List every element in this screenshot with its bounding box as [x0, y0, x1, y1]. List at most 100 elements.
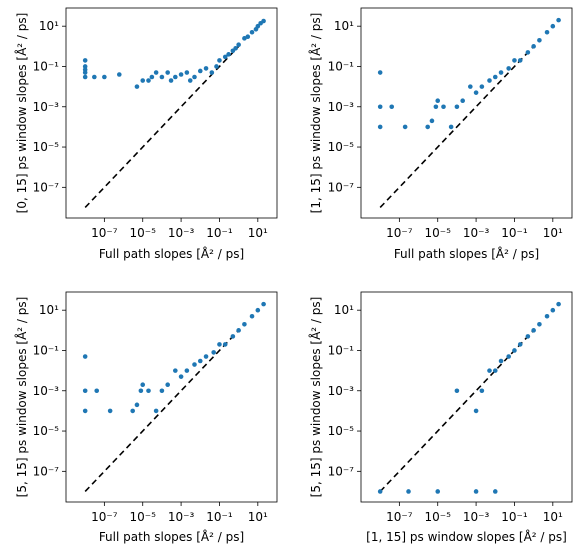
data-point	[255, 23, 261, 29]
data-point	[473, 489, 479, 494]
data-point	[82, 58, 88, 63]
reference-line	[379, 329, 535, 493]
data-point	[468, 84, 473, 89]
data-point	[261, 18, 266, 24]
data-point	[249, 313, 255, 319]
x-tick-label: 10⁻³	[463, 510, 490, 524]
data-point	[102, 74, 107, 80]
data-point	[165, 382, 170, 387]
axes-frame	[65, 7, 278, 219]
data-point	[226, 52, 231, 57]
data-point	[217, 342, 222, 347]
y-tick-label: 10⁻¹	[328, 343, 355, 357]
data-point	[249, 29, 255, 35]
data-point	[525, 50, 531, 55]
data-point	[203, 66, 209, 71]
data-point	[429, 118, 435, 124]
data-point	[544, 313, 550, 319]
y-tick-label: 10⁻¹	[33, 343, 60, 357]
data-point	[236, 42, 241, 48]
reference-line	[379, 45, 535, 209]
data-point	[82, 388, 88, 394]
x-tick-label: 10⁻⁵	[425, 510, 452, 524]
y-axis-label: [1, 15] ps window slopes [Å² / ps]	[308, 13, 323, 214]
data-point	[149, 74, 155, 80]
data-point	[82, 70, 88, 75]
data-point	[245, 34, 251, 40]
data-point	[159, 74, 165, 80]
data-point	[184, 70, 190, 75]
data-point	[255, 307, 261, 313]
data-point	[556, 301, 561, 307]
x-tick-label: 10¹	[248, 510, 268, 524]
data-point	[460, 98, 465, 103]
y-tick-label: 10⁻⁵	[33, 424, 60, 438]
data-point	[492, 74, 498, 80]
data-point	[537, 37, 542, 43]
data-point	[173, 74, 178, 80]
data-point	[187, 78, 193, 83]
data-point	[454, 104, 460, 110]
y-tick-label: 10⁻³	[328, 100, 355, 114]
data-point	[138, 388, 144, 394]
data-point	[173, 368, 178, 373]
data-point	[82, 74, 88, 80]
x-tick-label: 10⁻¹	[206, 226, 233, 240]
data-point	[178, 374, 184, 379]
data-point	[389, 104, 395, 110]
data-point	[433, 104, 439, 110]
data-point	[130, 408, 135, 414]
data-point	[531, 328, 536, 333]
data-point	[487, 368, 492, 373]
chart-panel-top-right: 10⁻⁷ 10⁻⁵ 10⁻³ 10⁻¹ 10¹ 10⁻⁷ 10⁻⁵ 10⁻³ 10⁻¹ 10¹ Fu…	[308, 7, 573, 261]
data-point	[233, 45, 238, 51]
y-tick-label: 10¹	[334, 19, 354, 33]
y-axis-label: [5, 15] ps window slopes [Å² / ps]	[14, 297, 29, 498]
data-point	[82, 354, 88, 359]
y-axis-label: [5, 15] ps window slopes [Å² / ps]	[308, 297, 323, 498]
data-point	[134, 84, 140, 89]
data-point	[556, 17, 561, 23]
data-point	[242, 321, 247, 327]
data-point	[192, 74, 197, 80]
y-tick-label: 10⁻⁵	[33, 140, 60, 154]
data-point	[153, 70, 159, 75]
data-point	[435, 98, 441, 103]
data-point	[487, 78, 492, 83]
data-point	[537, 321, 542, 327]
x-tick-label: 10¹	[543, 510, 563, 524]
x-tick-label: 10⁻¹	[206, 510, 233, 524]
data-point	[214, 64, 219, 69]
chart-panel-top-left: 10⁻⁷ 10⁻⁵ 10⁻³ 10⁻¹ 10¹ 10⁻⁷ 10⁻⁵ 10⁻³ 10⁻¹ 10¹ Fu…	[14, 7, 278, 261]
y-tick-label: 10⁻³	[33, 100, 60, 114]
data-point	[197, 68, 203, 74]
data-point	[473, 90, 479, 95]
data-point	[448, 124, 454, 130]
x-tick-label: 10¹	[543, 226, 563, 240]
reference-line	[84, 329, 240, 493]
data-point	[544, 29, 550, 35]
data-point	[140, 382, 146, 387]
axes-frame	[360, 291, 573, 503]
data-point	[146, 78, 151, 83]
chart-panel-bottom-left: 10⁻⁷ 10⁻⁵ 10⁻³ 10⁻¹ 10¹ 10⁻⁷ 10⁻⁵ 10⁻³ 10⁻¹ 10¹ Fu…	[14, 291, 278, 544]
y-tick-label: 10⁻⁷	[328, 464, 355, 478]
data-point	[222, 54, 228, 60]
data-point	[454, 388, 460, 394]
data-point	[479, 388, 485, 394]
x-tick-label: 10⁻⁷	[386, 510, 413, 524]
x-tick-label: 10⁻⁵	[130, 510, 157, 524]
data-point	[116, 72, 122, 77]
data-point	[550, 307, 556, 313]
data-point	[441, 104, 446, 110]
axes-frame	[65, 291, 278, 503]
data-point	[192, 362, 197, 367]
data-point	[261, 301, 266, 307]
data-point	[506, 66, 511, 71]
data-point	[425, 124, 430, 130]
y-tick-label: 10⁻¹	[328, 59, 355, 73]
data-point	[406, 489, 411, 494]
data-point	[377, 124, 383, 130]
x-tick-label: 10⁻⁷	[91, 226, 118, 240]
